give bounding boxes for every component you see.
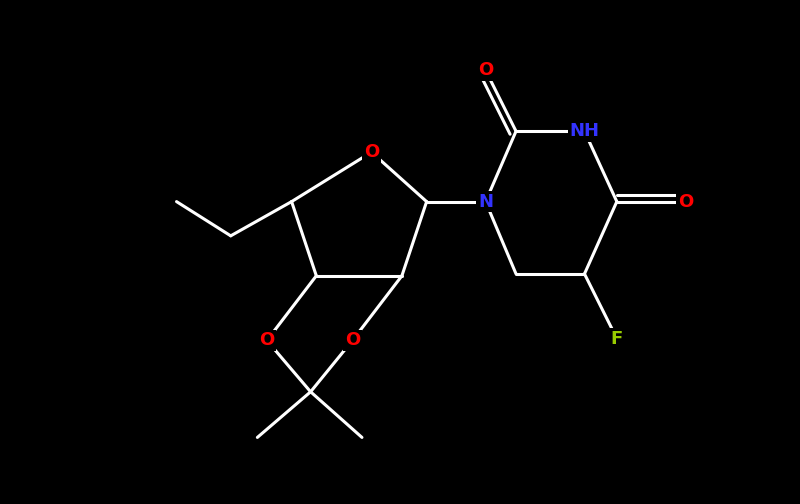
Text: O: O — [259, 332, 274, 349]
Text: NH: NH — [570, 122, 599, 140]
Text: O: O — [364, 143, 379, 161]
Text: O: O — [678, 193, 693, 211]
Text: F: F — [610, 330, 623, 348]
Text: O: O — [478, 61, 494, 79]
Text: O: O — [345, 332, 360, 349]
Text: N: N — [478, 193, 493, 211]
